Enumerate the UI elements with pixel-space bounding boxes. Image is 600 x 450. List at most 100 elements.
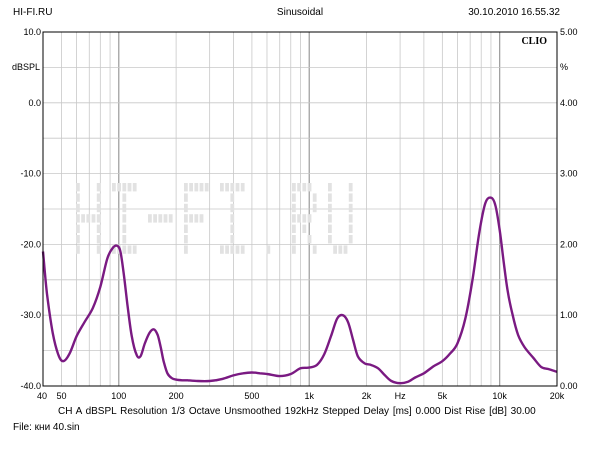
watermark-dot — [328, 203, 332, 213]
watermark-dot — [312, 193, 317, 202]
watermark-dot — [122, 203, 127, 213]
watermark-dot — [132, 183, 137, 192]
watermark-dot — [240, 245, 245, 254]
watermark-dot — [297, 214, 301, 223]
watermark-dot — [96, 214, 101, 223]
response-curve — [41, 196, 558, 385]
watermark-dot — [328, 224, 332, 233]
x-axis-ticks: 40 50 100 200 500 1k 2k Hz 5k 10k 20k — [37, 391, 565, 401]
left-axis-unit: dBSPL — [12, 62, 40, 72]
watermark-dot — [348, 235, 353, 244]
watermark-dot — [184, 245, 188, 254]
measurement-settings: CH A dBSPL Resolution 1/3 Octave Unsmoot… — [58, 406, 536, 417]
watermark-dot — [328, 235, 332, 244]
watermark-dot — [348, 203, 353, 213]
watermark-dot — [76, 224, 80, 233]
watermark-dot — [230, 183, 235, 192]
watermark-dot — [127, 245, 132, 254]
watermark-dot — [112, 183, 116, 192]
watermark-dot — [230, 203, 235, 213]
watermark-dot — [328, 214, 332, 223]
watermark-dot — [312, 203, 317, 213]
watermark-dot — [338, 245, 343, 254]
watermark-dot — [76, 193, 80, 202]
x-axis-tick-label: 1k — [304, 391, 314, 401]
right-axis-tick-label: 0.00 — [560, 381, 578, 391]
x-axis-tick-label: 100 — [111, 391, 126, 401]
watermark-dot — [96, 193, 101, 202]
watermark-dot — [153, 214, 157, 223]
watermark-dot — [96, 203, 101, 213]
header-timestamp: 30.10.2010 16.55.32 — [468, 7, 560, 18]
watermark-dot — [348, 224, 353, 233]
watermark-dot — [333, 245, 337, 254]
watermark-dot — [122, 183, 127, 192]
watermark-dot — [225, 183, 229, 192]
x-axis-tick-label: 5k — [438, 391, 448, 401]
watermark-dot — [184, 193, 188, 202]
watermark-dot — [292, 224, 296, 233]
watermark-dot — [328, 183, 332, 192]
grid-lines — [43, 32, 557, 386]
watermark-dot — [122, 235, 127, 244]
series-layer — [41, 196, 558, 385]
left-axis-tick-label: -10.0 — [20, 169, 41, 179]
watermark-dot — [292, 183, 296, 192]
right-axis-tick-label: 2.00 — [560, 239, 578, 249]
watermark-dot — [184, 214, 188, 223]
watermark-dot — [194, 183, 199, 192]
x-axis-tick-label: 200 — [169, 391, 184, 401]
watermark-dot — [76, 235, 80, 244]
watermark-dot — [96, 183, 101, 192]
watermark-dot — [230, 193, 235, 202]
watermark-dot — [230, 224, 235, 233]
file-name: File: кни 40.sin — [13, 422, 80, 433]
x-axis-tick-label: 50 — [56, 391, 66, 401]
watermark-dot — [158, 214, 163, 223]
watermark-dot — [225, 245, 229, 254]
watermark-dot — [302, 183, 307, 192]
left-axis-tick-label: 10.0 — [23, 27, 41, 37]
watermark-dot — [230, 235, 235, 244]
watermark-dot — [91, 214, 96, 223]
watermark-dot — [117, 183, 121, 192]
watermark-dot — [230, 245, 235, 254]
left-axis-tick-label: -30.0 — [20, 310, 41, 320]
watermark-dot — [235, 245, 240, 254]
left-axis-tick-label: -20.0 — [20, 239, 41, 249]
brand-logo-text: CLIO — [521, 36, 547, 47]
watermark-dot — [189, 183, 193, 192]
watermark-dot — [148, 214, 152, 223]
x-axis-tick-label: 40 — [37, 391, 47, 401]
watermark-dot — [348, 214, 353, 223]
watermark-dot — [112, 245, 116, 254]
watermark-dot — [122, 193, 127, 202]
watermark-dot — [122, 224, 127, 233]
x-axis-tick-label: 10k — [492, 391, 507, 401]
left-axis-tick-label: -40.0 — [20, 381, 41, 391]
watermark-dot — [163, 214, 168, 223]
watermark-dot — [266, 245, 271, 254]
watermark-dot — [204, 183, 209, 192]
watermark-dot — [292, 193, 296, 202]
watermark — [76, 183, 353, 254]
watermark-dot — [312, 245, 317, 254]
header-left-label: HI-FI.RU — [13, 7, 53, 18]
watermark-dot — [292, 245, 296, 254]
watermark-dot — [307, 235, 312, 244]
watermark-dot — [348, 193, 353, 202]
watermark-dot — [199, 214, 204, 223]
watermark-dot — [76, 214, 80, 223]
watermark-dot — [76, 203, 80, 213]
left-axis-tick-label: 0.0 — [28, 98, 41, 108]
x-axis-tick-label: 500 — [244, 391, 259, 401]
watermark-dot — [184, 183, 188, 192]
watermark-dot — [307, 183, 312, 192]
right-axis-tick-label: 5.00 — [560, 27, 578, 37]
watermark-dot — [127, 183, 132, 192]
x-axis-tick-label: 20k — [550, 391, 565, 401]
watermark-dot — [76, 183, 80, 192]
plot-border — [42, 31, 558, 387]
watermark-dot — [81, 214, 85, 223]
